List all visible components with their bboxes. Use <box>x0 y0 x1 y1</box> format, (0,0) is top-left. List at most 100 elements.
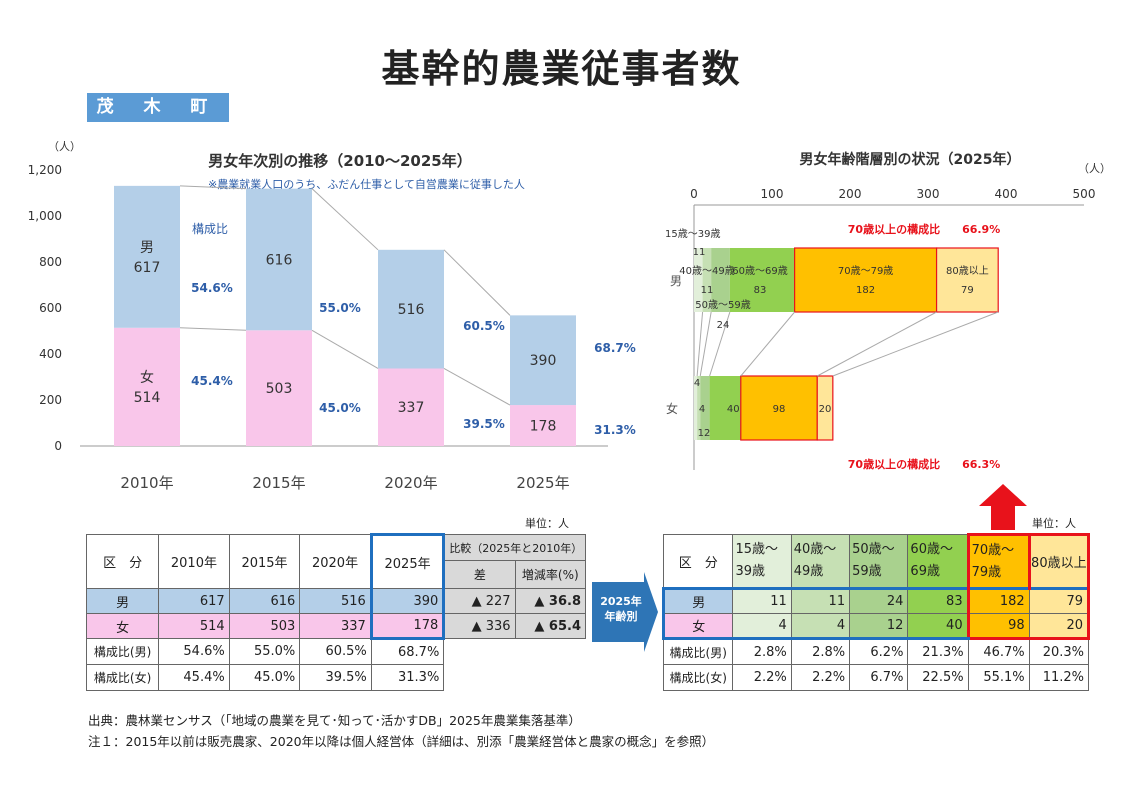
bar-male-segment <box>694 248 703 312</box>
cell: 11.2% <box>1028 664 1090 691</box>
segment-label: 11 <box>693 247 706 258</box>
segment-label: 15歳～39歳 <box>665 228 720 240</box>
table1-compare-header: 比較（2025年と2010年） <box>443 534 586 561</box>
cell: 39.5% <box>299 664 372 691</box>
bar-label-male: 516 <box>398 302 425 318</box>
bar-male-segment <box>935 247 999 313</box>
row-label: 構成比(女) <box>85 664 160 691</box>
table-row: 構成比(男) 54.6% 55.0% 60.5% 68.7% <box>85 638 586 665</box>
cell: 2.8% <box>790 638 851 665</box>
footnote: 注１：2015年以前は販売農家、2020年以降は個人経営体（詳細は、別添「農業経… <box>88 734 715 749</box>
x-tick-label: 2010年 <box>120 474 173 492</box>
age-table: 区 分 15歳～ 39歳 40歳～ 49歳 50歳～ 59歳 60歳～ 69歳 … <box>661 533 1091 691</box>
cell: 503 <box>228 613 301 639</box>
table2-header-40-49: 40歳～ 49歳 <box>790 534 851 589</box>
over70-female-note: 70歳以上の構成比 66.3% <box>848 457 1000 471</box>
connector-line <box>179 185 247 190</box>
cell: 2.2% <box>790 664 851 691</box>
table1-header-2025: 2025年 <box>369 533 446 589</box>
cell: 178 <box>369 613 446 640</box>
cell: 55.1% <box>967 664 1030 691</box>
table1-header-2010: 2010年 <box>158 534 230 589</box>
bar-male-segment <box>702 248 712 312</box>
connector-line <box>443 368 511 406</box>
cell-rate: ▲ 36.8 <box>514 588 587 614</box>
table1-header-2015: 2015年 <box>228 534 301 589</box>
bar-label-female: 503 <box>266 381 293 397</box>
table2-unit: 単位：人 <box>1032 517 1076 530</box>
y-category-label: 男 <box>670 274 682 288</box>
bar-male <box>510 315 576 406</box>
cell: 516 <box>299 588 372 614</box>
y-tick-label: 200 <box>39 393 62 407</box>
row-label: 男 <box>661 587 734 614</box>
segment-label: 11 <box>701 285 714 296</box>
y-tick-label: 1,200 <box>28 163 62 177</box>
x-tick-label: 500 <box>1073 187 1096 201</box>
table2-header-15-39: 15歳～ 39歳 <box>732 534 792 589</box>
cell: 616 <box>228 588 301 614</box>
table-row: 構成比(女) 2.2% 2.2% 6.7% 22.5% 55.1% 11.2% <box>662 664 1090 691</box>
cell: 4 <box>790 613 851 640</box>
bar-label-female: 514 <box>134 390 161 406</box>
cell: 98 <box>966 613 1030 640</box>
table-row: 男 617 616 516 390 ▲ 227 ▲ 36.8 <box>85 588 587 614</box>
cell: 68.7% <box>370 638 445 665</box>
segment-label: 4 <box>699 404 705 415</box>
x-tick-label: 2015年 <box>252 474 305 492</box>
bar-female-segment <box>694 376 698 440</box>
cell: 4 <box>732 613 792 640</box>
y-tick-label: 400 <box>39 347 62 361</box>
y-tick-label: 800 <box>39 255 62 269</box>
page-title: 基幹的農業従事者数 <box>381 47 742 91</box>
cell: 20.3% <box>1028 638 1090 665</box>
connector-line <box>740 311 796 377</box>
connector-line <box>311 329 379 369</box>
cell: 337 <box>299 613 372 639</box>
table-row: 構成比(男) 2.8% 2.8% 6.2% 21.3% 46.7% 20.3% <box>662 638 1090 665</box>
bar-female <box>246 330 312 446</box>
composition-label: 構成比 <box>192 222 228 236</box>
connector-line <box>311 188 379 251</box>
segment-label: 79 <box>961 285 974 296</box>
age-chart: 男女年齢階層別の状況（2025年） （人） 0 100 200 300 400 500 男女 15… <box>665 151 1111 471</box>
y-tick-label: 1,000 <box>28 209 62 223</box>
x-tick-label: 0 <box>690 187 698 201</box>
town-badge: 茂 木 町 <box>87 93 229 122</box>
arrow-shape <box>592 572 658 652</box>
table-row: 女 4 4 12 40 98 20 <box>661 613 1091 640</box>
cell: 79 <box>1028 587 1091 614</box>
table-row: 男 11 11 24 83 182 79 <box>661 587 1091 614</box>
y-tick-label: 600 <box>39 301 62 315</box>
bar-female-segment <box>709 376 741 440</box>
segment-label: 40 <box>727 404 740 415</box>
cell: 24 <box>849 587 909 614</box>
row-label: 女 <box>661 613 734 640</box>
bar-female <box>510 405 576 446</box>
bar-female <box>378 368 444 446</box>
cell: 45.4% <box>158 664 230 691</box>
cell: 11 <box>732 587 792 614</box>
female-percent: 45.4% <box>191 374 233 388</box>
trend-chart: 男女年次別の推移（2010～2025年） ※農業就業人口のうち、ふだん仕事として自… <box>28 140 636 492</box>
cell: 617 <box>158 588 230 614</box>
bar-label-male: 男 <box>140 240 154 256</box>
cell: 45.0% <box>228 664 301 691</box>
segment-label: 24 <box>717 320 730 331</box>
table2-header-70-79: 70歳～ 79歳 <box>966 533 1031 589</box>
cell: 31.3% <box>370 664 445 691</box>
bar-male-segment <box>794 247 938 313</box>
x-tick-label: 200 <box>839 187 862 201</box>
bar-label-male: 616 <box>266 252 293 268</box>
male-percent: 68.7% <box>594 341 636 355</box>
male-percent: 54.6% <box>191 281 233 295</box>
y-axis-label: （人） <box>48 140 81 153</box>
cell: 60.5% <box>299 638 372 665</box>
table2-header-50-59: 50歳～ 59歳 <box>849 534 909 589</box>
over70-male-note: 70歳以上の構成比 66.9% <box>848 222 1000 236</box>
up-arrow-shape <box>979 484 1027 530</box>
bar-male <box>246 188 312 331</box>
cell: 6.7% <box>849 664 909 691</box>
female-percent: 45.0% <box>319 401 361 415</box>
cell: 390 <box>369 588 446 614</box>
